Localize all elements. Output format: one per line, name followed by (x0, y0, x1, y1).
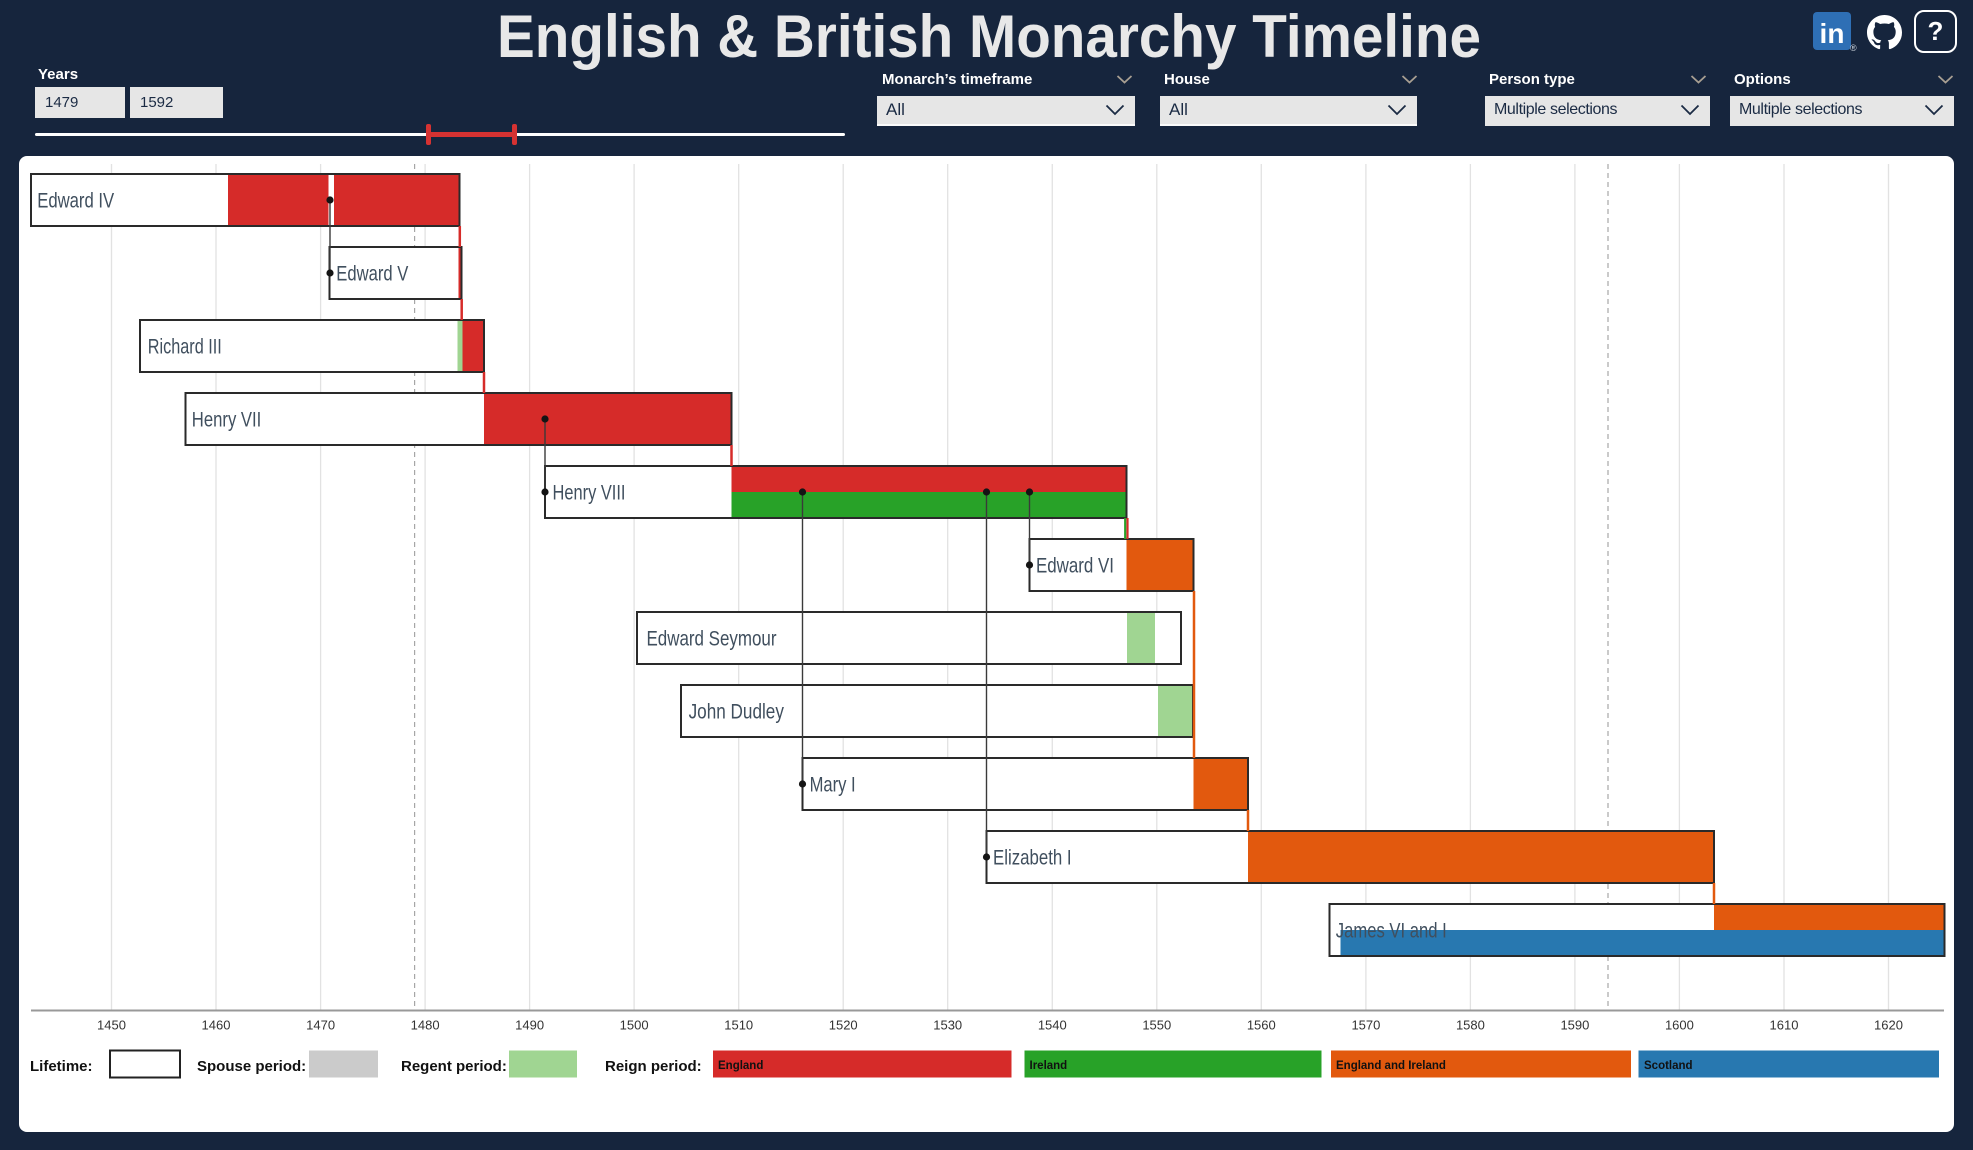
svg-text:Lifetime:: Lifetime: (30, 1058, 93, 1075)
svg-text:Ireland: Ireland (1030, 1060, 1068, 1072)
svg-text:1450: 1450 (97, 1018, 126, 1033)
svg-text:1500: 1500 (620, 1018, 649, 1033)
svg-text:Edward VI: Edward VI (1036, 555, 1114, 578)
svg-text:Richard III: Richard III (148, 336, 222, 359)
svg-text:Edward IV: Edward IV (37, 190, 114, 213)
svg-text:1470: 1470 (306, 1018, 335, 1033)
svg-text:England: England (718, 1060, 763, 1072)
svg-text:Reign period:: Reign period: (605, 1058, 702, 1075)
svg-text:English & British Monarchy Tim: English & British Monarchy Timeline (497, 3, 1481, 70)
svg-text:1610: 1610 (1770, 1018, 1799, 1033)
svg-text:1490: 1490 (515, 1018, 544, 1033)
svg-text:Edward V: Edward V (336, 263, 408, 286)
svg-text:Edward Seymour: Edward Seymour (647, 628, 777, 651)
svg-text:Henry VIII: Henry VIII (553, 482, 626, 505)
svg-text:1520: 1520 (829, 1018, 858, 1033)
svg-text:Spouse period:: Spouse period: (197, 1058, 306, 1075)
svg-text:1540: 1540 (1038, 1018, 1067, 1033)
svg-text:1600: 1600 (1665, 1018, 1694, 1033)
svg-text:1460: 1460 (202, 1018, 231, 1033)
svg-text:Elizabeth I: Elizabeth I (993, 847, 1072, 870)
svg-text:in: in (1820, 18, 1845, 49)
svg-text:Scotland: Scotland (1644, 1060, 1693, 1072)
svg-text:Regent period:: Regent period: (401, 1058, 507, 1075)
svg-text:1570: 1570 (1351, 1018, 1380, 1033)
svg-text:Mary I: Mary I (810, 774, 856, 797)
svg-text:1620: 1620 (1874, 1018, 1903, 1033)
svg-text:1510: 1510 (724, 1018, 753, 1033)
svg-text:1550: 1550 (1142, 1018, 1171, 1033)
svg-text:1560: 1560 (1247, 1018, 1276, 1033)
svg-text:Henry VII: Henry VII (192, 409, 261, 432)
svg-text:John Dudley: John Dudley (689, 701, 785, 724)
svg-text:1590: 1590 (1560, 1018, 1589, 1033)
svg-text:James VI and I: James VI and I (1336, 920, 1447, 943)
svg-text:1580: 1580 (1456, 1018, 1485, 1033)
svg-text:England and Ireland: England and Ireland (1336, 1060, 1446, 1072)
svg-text:1530: 1530 (933, 1018, 962, 1033)
svg-text:1480: 1480 (411, 1018, 440, 1033)
